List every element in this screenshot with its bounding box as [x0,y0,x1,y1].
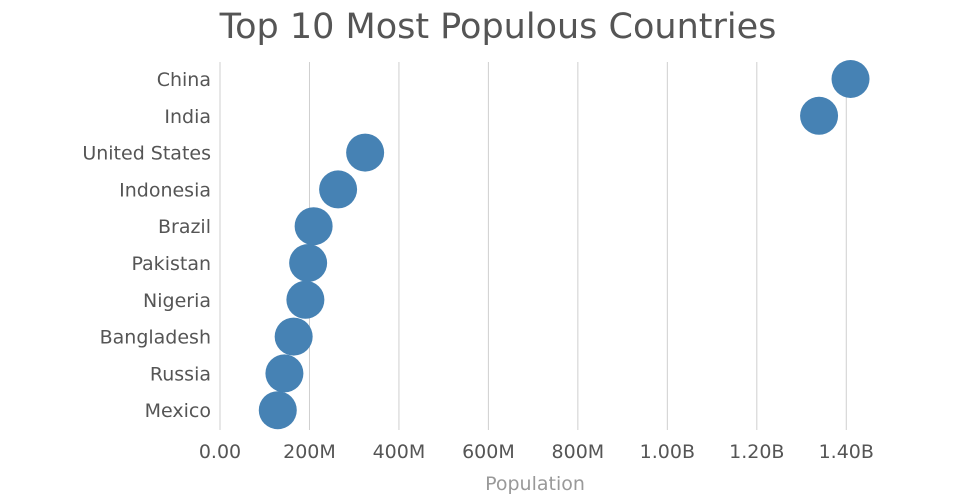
x-tick-label: 0.00 [199,441,241,463]
data-point[interactable] [294,207,333,246]
data-point[interactable] [800,96,839,135]
x-tick-label: 400M [373,441,426,463]
data-point[interactable] [265,354,304,393]
category-labels: China India United States Indonesia Brazil Pa… [82,69,211,422]
x-tick-label: 600M [462,441,515,463]
category-label: Russia [150,363,211,385]
data-point[interactable] [346,133,385,172]
category-label: Brazil [158,216,211,238]
category-label: China [157,69,211,91]
category-label: Bangladesh [100,327,211,349]
data-point[interactable] [319,170,358,209]
gridlines [219,62,847,430]
data-point[interactable] [289,244,328,282]
x-tick-label: 200M [283,441,336,463]
x-tick-label: 1.20B [729,441,784,463]
data-point[interactable] [274,317,313,356]
x-tick-label: 800M [552,441,605,463]
chart-title: Top 10 Most Populous Countries [219,7,777,47]
data-point[interactable] [831,60,870,98]
category-label: Mexico [145,400,211,422]
data-point[interactable] [258,391,297,430]
x-tick-label: 1.40B [819,441,874,463]
data-point[interactable] [286,280,325,319]
category-label: Nigeria [143,290,211,312]
category-label: India [164,106,211,128]
x-tick-label: 1.00B [640,441,695,463]
category-label: United States [82,143,211,165]
x-tick-labels: 0.00 200M 400M 600M 800M 1.00B 1.20B 1.40B [199,441,874,463]
data-points [258,60,870,430]
x-axis-title: Population [485,473,585,495]
category-label: Pakistan [131,253,211,275]
category-label: Indonesia [119,179,211,201]
